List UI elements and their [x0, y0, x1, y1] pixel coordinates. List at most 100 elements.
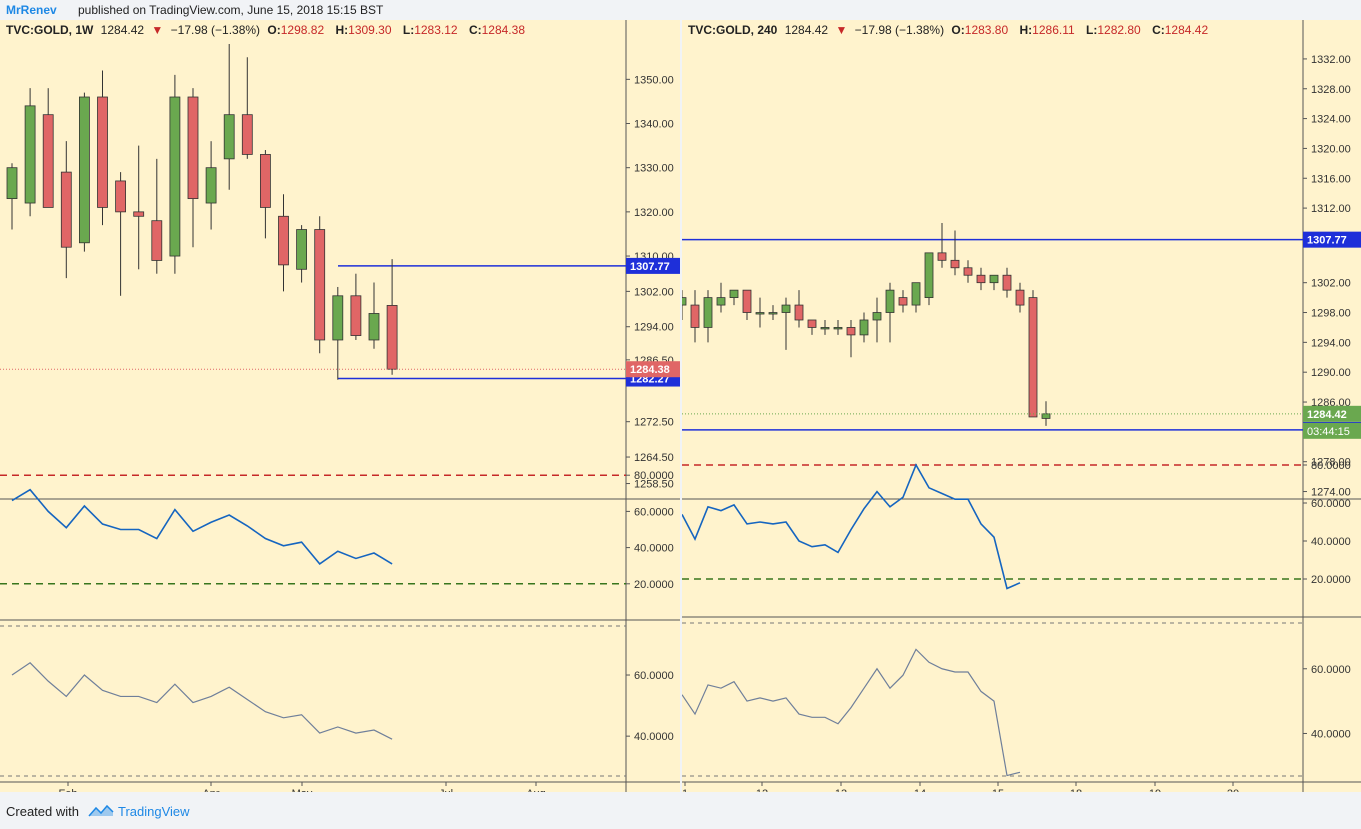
price-tick-label: 1294.00 — [634, 322, 674, 334]
close-label: C: — [1152, 23, 1165, 37]
candle-body — [42, 114, 54, 208]
author-link[interactable]: MrRenev — [6, 3, 57, 17]
candle-body — [1041, 413, 1051, 419]
low-value: 1283.12 — [414, 23, 458, 37]
countdown-label-bg — [1303, 422, 1361, 439]
candle-body — [911, 282, 921, 306]
last-price: 1284.42 — [100, 23, 145, 37]
candle-body — [703, 297, 713, 328]
countdown-label: 03:44:15 — [1307, 426, 1350, 438]
rsi-tick-label: 60.0000 — [634, 506, 674, 518]
candle-body — [989, 274, 999, 284]
candle-body — [716, 297, 726, 306]
last-price-label: 1284.38 — [630, 364, 670, 376]
price-tick-label: 1330.00 — [634, 163, 674, 175]
high-label: H: — [335, 23, 349, 37]
rsi-tick-label: 20.0000 — [634, 579, 674, 591]
candle-body — [807, 319, 817, 328]
tradingview-brand-link[interactable]: TradingView — [118, 804, 190, 819]
rsi-tick-label: 40.0000 — [634, 543, 674, 555]
candle-body — [97, 96, 108, 208]
candle-body — [937, 252, 947, 261]
rsi-tick-label: 20.0000 — [1311, 574, 1351, 586]
high-value: 1309.30 — [348, 23, 392, 37]
candle-body — [296, 229, 308, 270]
level-label-top-bg — [1303, 231, 1361, 248]
time-tick-label: Jul — [439, 788, 453, 792]
time-tick-label: 19 — [1149, 788, 1161, 792]
lower-indicator-line — [11, 662, 393, 740]
candle-body — [278, 215, 289, 266]
candle-body — [963, 267, 973, 276]
candle-body — [1015, 289, 1025, 306]
weekly-chart-panel[interactable]: 1350.00 1340.00 1330.00 1320.00 1310.00 1302.… — [0, 20, 680, 792]
candle-body — [690, 304, 700, 328]
weekly-legend: TVC:GOLD, 1W 1284.42 ▼ −17.98 (−1.38%) O… — [6, 23, 533, 37]
candle-body — [223, 114, 235, 160]
price-tick-label: 1302.00 — [1311, 278, 1351, 290]
time-tick-label: 12 — [756, 788, 768, 792]
rsi-tick-label: 80.0000 — [1311, 460, 1351, 472]
time-tick-label: Aug — [526, 788, 546, 792]
down-arrow-icon: ▼ — [151, 23, 164, 37]
price-tick-label: 1272.50 — [634, 417, 674, 429]
tradingview-logo-icon[interactable] — [88, 803, 114, 819]
created-with-label: Created with — [6, 804, 79, 819]
published-text: published on TradingView.com, June 15, 2… — [78, 3, 384, 17]
lower-tick-label: 40.0000 — [634, 731, 674, 743]
time-tick-label: 20 — [1227, 788, 1239, 792]
open-label: O: — [951, 23, 965, 37]
candle-body — [314, 229, 326, 341]
price-tick-label: 1340.00 — [634, 119, 674, 131]
open-value: 1283.80 — [964, 23, 1009, 37]
low-label: L: — [1086, 23, 1098, 37]
price-tick-label: 1302.00 — [634, 286, 674, 298]
candle-body — [24, 105, 36, 204]
down-arrow-icon: ▼ — [835, 23, 848, 37]
price-tick-label: 1328.00 — [1311, 84, 1351, 96]
weekly-chart-svg[interactable]: 1350.00 1340.00 1330.00 1320.00 1310.00 1302.… — [0, 20, 680, 792]
h4-chart-panel[interactable]: 1332.00 1328.00 1324.00 1320.00 1316.00 1312.… — [682, 20, 1361, 792]
rsi-tick-label: 40.0000 — [1311, 536, 1351, 548]
h4-chart-svg[interactable]: 1332.00 1328.00 1324.00 1320.00 1316.00 1312.… — [682, 20, 1361, 792]
open-value: 1298.82 — [280, 23, 325, 37]
price-tick-label: 1350.00 — [634, 74, 674, 86]
lower-indicator-line — [682, 648, 1021, 777]
candle-body — [350, 295, 362, 336]
candle-body — [872, 312, 882, 321]
candle-body — [187, 96, 199, 200]
candle-body — [386, 305, 398, 370]
time-tick-label: 1 — [682, 788, 688, 792]
close-label: C: — [468, 23, 482, 37]
rsi-line — [11, 488, 393, 565]
candle-body — [682, 297, 687, 306]
candle-body — [115, 180, 126, 213]
candle-body — [885, 289, 895, 313]
lower-tick-label: 60.0000 — [1311, 664, 1351, 676]
candle-body — [151, 220, 163, 261]
low-value: 1282.80 — [1097, 23, 1141, 37]
price-tick-label: 1316.00 — [1311, 173, 1351, 185]
candle-body — [768, 312, 778, 315]
candle-body — [205, 167, 217, 204]
high-label: H: — [1019, 23, 1033, 37]
candle-body — [976, 274, 986, 284]
time-tick-label: 15 — [992, 788, 1004, 792]
level-label-top: 1307.77 — [630, 261, 670, 273]
candle-body — [755, 312, 765, 315]
level-label-top-bg — [626, 257, 680, 274]
candle-body — [133, 211, 145, 217]
rsi-tick-label: 80.0000 — [634, 470, 674, 482]
time-tick-label: Feb — [59, 788, 78, 792]
level-label-top: 1307.77 — [1307, 235, 1347, 247]
last-price-label: 1284.42 — [1307, 409, 1347, 421]
lower-tick-label: 40.0000 — [1311, 728, 1351, 740]
symbol-label: TVC:GOLD, 1W — [6, 23, 94, 37]
price-tick-label: 1310.00 — [634, 251, 674, 263]
candle-body — [1002, 274, 1012, 291]
high-value: 1286.11 — [1032, 23, 1075, 37]
header-bar: MrRenev published on TradingView.com, Ju… — [0, 0, 1361, 20]
change-value: −17.98 (−1.38%) — [854, 23, 945, 37]
rsi-line — [682, 463, 1021, 590]
last-price-label-bg — [626, 361, 680, 378]
